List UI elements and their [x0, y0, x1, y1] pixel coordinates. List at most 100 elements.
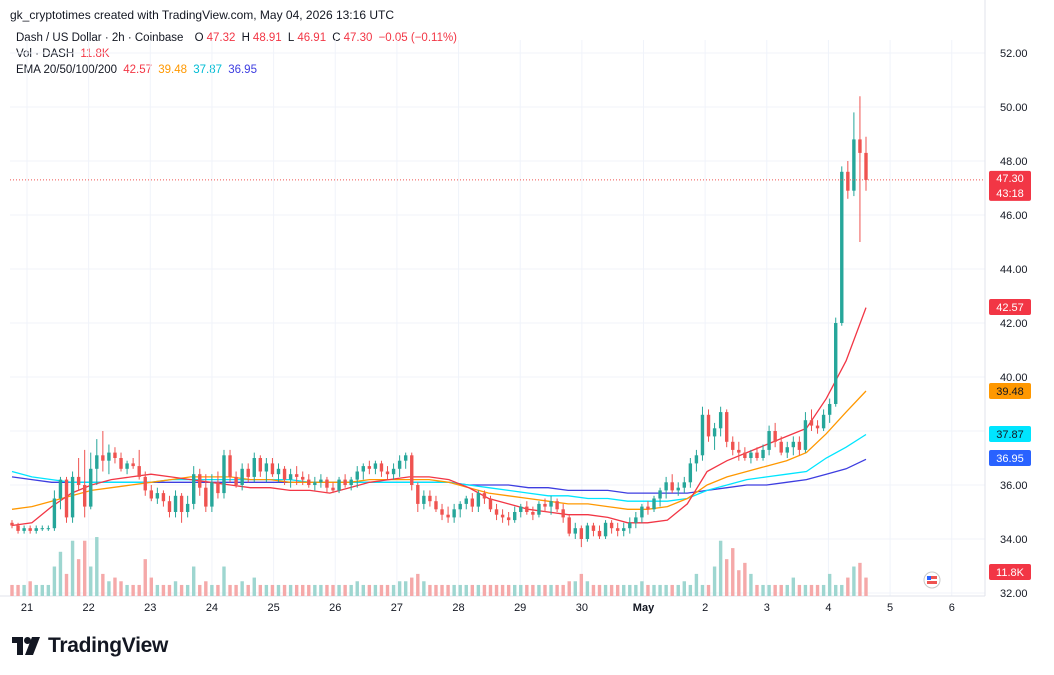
candle-body: [162, 493, 165, 501]
y-tick-label: 50.00: [1000, 102, 1028, 114]
candle-body: [719, 412, 722, 428]
volume-bar: [368, 585, 371, 596]
candle-body: [864, 153, 867, 180]
tradingview-logo-icon: [12, 637, 42, 655]
volume-bar: [392, 585, 395, 596]
volume-bar: [725, 559, 728, 596]
x-tick-label: 22: [83, 602, 95, 614]
volume-bar: [822, 585, 825, 596]
volume-bar: [640, 581, 643, 596]
volume-bar: [531, 585, 534, 596]
candle-body: [446, 515, 449, 518]
candle-body: [398, 461, 401, 469]
candle-body: [71, 477, 74, 518]
volume-bar: [798, 585, 801, 596]
volume-bar: [210, 585, 213, 596]
volume-bar: [658, 585, 661, 596]
x-tick-label: 23: [144, 602, 156, 614]
volume-bar: [719, 541, 722, 596]
volume-bar: [471, 585, 474, 596]
candle-body: [640, 507, 643, 518]
volume-bar: [446, 585, 449, 596]
candle-body: [646, 507, 649, 510]
volume-bar: [404, 581, 407, 596]
tradingview-brand[interactable]: TradingView: [12, 634, 168, 658]
x-tick-label: 6: [949, 602, 955, 614]
candle-body: [174, 496, 177, 512]
volume-bar: [519, 585, 522, 596]
candle-body: [568, 517, 571, 533]
candle-body: [761, 450, 764, 458]
volume-bar: [628, 585, 631, 596]
volume-bar: [22, 585, 25, 596]
volume-bar: [846, 578, 849, 596]
candle-body: [83, 485, 86, 507]
candle-body: [349, 480, 352, 485]
volume-bar: [119, 581, 122, 596]
volume-bar: [761, 585, 764, 596]
candle-body: [840, 172, 843, 323]
candle-body: [319, 480, 322, 483]
volume-bar: [555, 585, 558, 596]
volume-bar: [749, 574, 752, 596]
candle-body: [616, 528, 619, 531]
volume-bar: [253, 578, 256, 596]
candle-body: [204, 488, 207, 507]
candle-body: [180, 496, 183, 512]
volume-bar: [695, 574, 698, 596]
volume-bar: [283, 585, 286, 596]
candle-body: [561, 509, 564, 517]
volume-bar: [786, 585, 789, 596]
candle-body: [477, 493, 480, 507]
candle-body: [604, 523, 607, 537]
candle-body: [713, 428, 716, 436]
volume-bar: [386, 585, 389, 596]
volume-bar: [586, 581, 589, 596]
candle-body: [192, 474, 195, 504]
volume-bar: [864, 578, 867, 596]
y-tick-label: 36.00: [1000, 480, 1028, 492]
candle-body: [780, 442, 783, 453]
volume-bar: [701, 585, 704, 596]
volume-bar: [410, 578, 413, 596]
volume-bar: [186, 585, 189, 596]
candle-body: [592, 526, 595, 531]
candle-body: [555, 501, 558, 509]
candle-body: [234, 477, 237, 485]
volume-bar: [561, 585, 564, 596]
candle-body: [392, 469, 395, 474]
candle-body: [380, 463, 383, 471]
x-tick-label: 26: [329, 602, 341, 614]
volume-bar: [240, 581, 243, 596]
volume-bar: [271, 585, 274, 596]
candle-body: [695, 455, 698, 463]
volume-bar: [216, 585, 219, 596]
brand-name: TradingView: [48, 634, 168, 658]
y-tick-label: 46.00: [1000, 210, 1028, 222]
candle-body: [168, 501, 171, 512]
volume-bar: [743, 563, 746, 596]
candle-body: [767, 431, 770, 450]
volume-bar: [331, 585, 334, 596]
candle-body: [483, 493, 486, 498]
candle-body: [537, 504, 540, 515]
x-tick-label: 28: [452, 602, 464, 614]
candle-body: [307, 480, 310, 485]
candle-body: [858, 139, 861, 153]
volume-bar: [349, 585, 352, 596]
volume-bar: [452, 585, 455, 596]
candle-body: [677, 488, 680, 491]
candle-body: [89, 469, 92, 507]
candle-body: [434, 501, 437, 509]
x-tick-label: 24: [206, 602, 218, 614]
volume-bar: [259, 585, 262, 596]
x-tick-label: 3: [764, 602, 770, 614]
volume-bar: [689, 585, 692, 596]
candle-body: [125, 463, 128, 468]
candle-body: [301, 477, 304, 480]
volume-bar: [707, 585, 710, 596]
volume-bar: [325, 585, 328, 596]
candle-body: [186, 504, 189, 512]
volume-bar: [374, 585, 377, 596]
